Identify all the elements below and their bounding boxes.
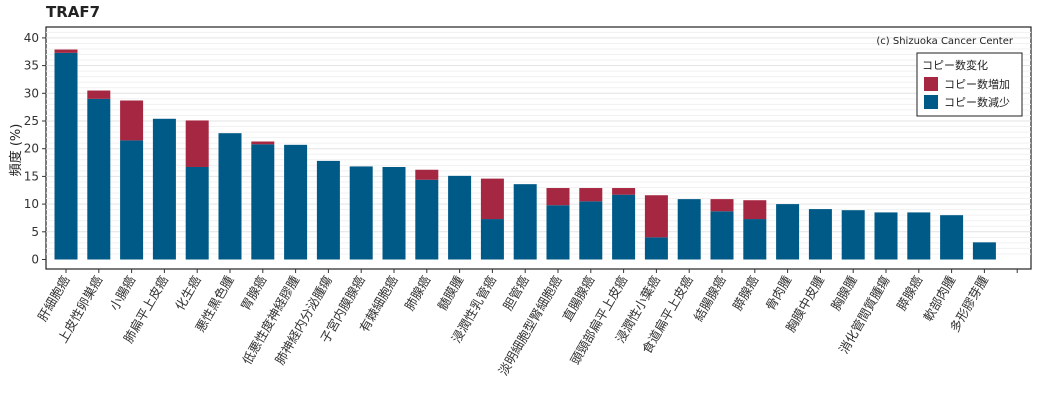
y-tick-label: 0 <box>31 253 39 267</box>
bar-loss <box>382 166 406 260</box>
bar-loss <box>612 194 636 260</box>
bar-gain <box>54 49 78 53</box>
bar-gain <box>579 188 603 202</box>
bar-loss <box>874 212 898 260</box>
bar-gain <box>415 169 439 180</box>
bar-gain <box>480 178 504 220</box>
bar-loss <box>448 175 472 260</box>
bar-loss <box>218 133 242 260</box>
legend-title: コピー数変化 <box>922 58 988 72</box>
bar-loss <box>480 219 504 260</box>
bar-loss <box>251 144 275 260</box>
bar-loss <box>284 144 308 260</box>
bar-loss <box>579 201 603 260</box>
bar-loss <box>185 166 209 260</box>
bar-loss <box>907 212 931 260</box>
bar-loss <box>677 199 701 260</box>
legend-label-loss: コピー数減少 <box>944 95 1010 109</box>
bar-loss <box>841 210 865 260</box>
y-tick-label: 20 <box>24 142 39 156</box>
y-tick-label: 30 <box>24 86 39 100</box>
bar-gain <box>743 200 767 220</box>
bar-gain <box>644 195 668 238</box>
bar-loss <box>743 219 767 260</box>
bar-loss <box>644 237 668 260</box>
legend-swatch-loss <box>924 95 938 109</box>
legend-swatch-gain <box>924 77 938 91</box>
legend-label-gain: コピー数増加 <box>944 78 1010 91</box>
bar-loss <box>87 98 111 260</box>
bar-gain <box>710 199 734 212</box>
bar-loss <box>513 184 537 260</box>
bar-loss <box>776 204 800 260</box>
credit-text: (c) Shizuoka Cancer Center <box>876 36 1014 47</box>
bar-loss <box>972 242 996 260</box>
bar-loss <box>415 179 439 260</box>
y-axis: 0 5 10 15 20 25 30 35 40 <box>24 31 46 267</box>
bar-gain <box>546 188 570 206</box>
y-axis-label: 頻度 (%) <box>8 124 24 177</box>
bar-gain <box>120 100 144 141</box>
bar-gain <box>251 141 275 145</box>
bar-loss <box>54 52 78 260</box>
y-tick-label: 25 <box>24 114 39 128</box>
bar-loss <box>316 160 340 260</box>
bar-loss <box>546 205 570 260</box>
bars <box>54 49 996 260</box>
chart-title: TRAF7 <box>46 3 100 21</box>
bar-loss <box>349 166 373 260</box>
bar-gain <box>185 120 209 167</box>
bar-loss <box>710 211 734 260</box>
legend: コピー数変化 コピー数増加 コピー数減少 <box>916 52 1023 117</box>
bar-loss <box>152 118 176 260</box>
bar-loss <box>940 215 964 260</box>
bar-loss <box>120 140 144 260</box>
y-tick-label: 15 <box>24 169 39 183</box>
plot-area <box>45 26 1032 270</box>
bar-loss <box>808 209 832 260</box>
y-tick-label: 10 <box>24 197 39 211</box>
gridlines <box>46 31 1031 255</box>
y-tick-label: 35 <box>24 59 39 73</box>
bar-gain <box>612 188 636 195</box>
y-tick-label: 5 <box>31 225 39 239</box>
y-tick-label: 40 <box>24 31 39 45</box>
bar-gain <box>87 90 111 99</box>
